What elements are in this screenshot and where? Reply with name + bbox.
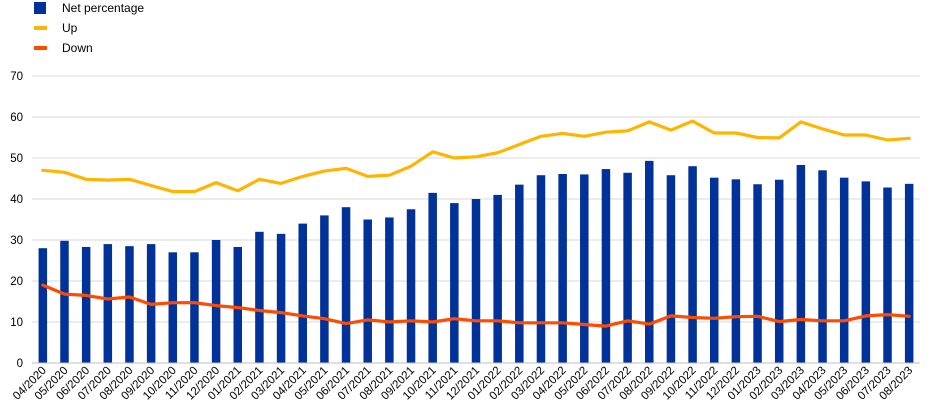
- bar: [103, 244, 113, 363]
- bar: [428, 192, 437, 363]
- bar: [493, 194, 502, 363]
- bar: [38, 248, 48, 363]
- bar: [81, 246, 91, 363]
- legend-label: Up: [62, 21, 78, 35]
- bar: [471, 199, 481, 363]
- bar: [320, 215, 329, 363]
- bar-series: [38, 160, 914, 363]
- bar: [558, 173, 567, 363]
- bar: [341, 207, 351, 363]
- y-tick-label: 70: [10, 71, 23, 83]
- bar: [688, 166, 697, 363]
- bar: [861, 181, 871, 363]
- y-tick-label: 50: [10, 153, 23, 165]
- legend: Net percentage Up Down: [34, 1, 144, 55]
- bar: [645, 160, 654, 363]
- y-axis: 0 10 20 30 40 50 60 70: [10, 71, 23, 370]
- bar: [363, 219, 372, 363]
- bar: [666, 175, 676, 363]
- y-tick-label: 40: [10, 194, 23, 206]
- bar: [709, 177, 719, 363]
- bar: [601, 169, 611, 363]
- legend-label: Net percentage: [62, 1, 144, 15]
- bar: [515, 184, 524, 363]
- bar: [125, 246, 134, 363]
- bar: [233, 246, 243, 363]
- bar: [904, 183, 914, 363]
- bar: [796, 164, 806, 363]
- legend-label: Down: [62, 41, 93, 55]
- x-axis: 04/202005/202006/202007/202008/202009/20…: [11, 362, 920, 403]
- bar: [818, 170, 827, 363]
- bar: [168, 252, 178, 363]
- bar: [298, 223, 307, 363]
- bar: [385, 217, 394, 363]
- y-tick-label: 30: [10, 235, 23, 247]
- bar: [731, 179, 741, 363]
- bar: [753, 184, 762, 363]
- legend-swatch: [34, 2, 46, 14]
- bar: [190, 252, 199, 363]
- bar: [450, 203, 459, 363]
- y-tick-label: 10: [10, 317, 23, 329]
- line-series: [41, 119, 911, 328]
- y-tick-label: 60: [10, 112, 23, 124]
- bar: [580, 174, 589, 363]
- bar: [276, 233, 286, 363]
- bar: [623, 172, 632, 363]
- bar: [839, 177, 849, 363]
- y-tick-label: 20: [10, 276, 23, 288]
- bar: [255, 231, 264, 363]
- bar: [536, 175, 546, 363]
- bar: [211, 240, 221, 363]
- bar: [60, 240, 69, 363]
- y-tick-label: 0: [17, 358, 23, 370]
- bar: [883, 187, 892, 363]
- bar: [406, 209, 416, 363]
- bar: [774, 179, 784, 363]
